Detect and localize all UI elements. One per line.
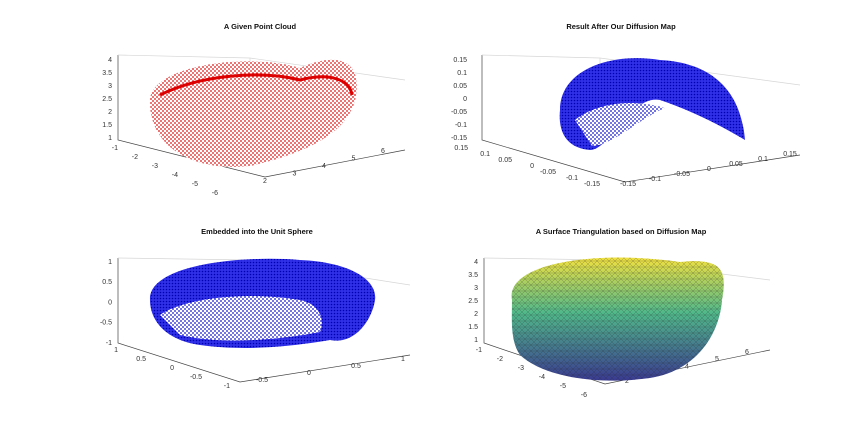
x-tick-label: -6 [212, 190, 218, 197]
x-tick-label: -0.5 [190, 374, 202, 381]
z-tick-label: 0.15 [453, 57, 467, 64]
z-tick-label: 2 [108, 109, 112, 116]
z-tick-label: 0 [463, 96, 467, 103]
y-tick-label: 3 [293, 170, 297, 177]
z-tick-label: -0.5 [100, 320, 112, 327]
x-tick-label: 0.1 [480, 151, 490, 158]
z-tick-label: 2 [474, 311, 478, 318]
x-tick-label: -0.1 [566, 175, 578, 182]
z-tick-label: 1 [474, 337, 478, 344]
x-tick-label: 0.5 [136, 356, 146, 363]
z-tick-label: 3.5 [102, 70, 112, 77]
y-tick-label: 6 [745, 349, 749, 356]
point-cloud-inner [575, 103, 665, 146]
y-tick-label: 1 [401, 356, 405, 363]
y-tick-label: 5 [352, 155, 356, 162]
panel-title: Embedded into the Unit Sphere [201, 227, 313, 236]
z-tick-label: 1 [108, 135, 112, 142]
z-tick-label: 1.5 [468, 324, 478, 331]
x-tick-label: -1 [112, 145, 118, 152]
x-tick-label: 1 [114, 347, 118, 354]
z-tick-label: -0.1 [455, 122, 467, 129]
z-tick-label: 0.1 [457, 70, 467, 77]
x-tick-label: -5 [192, 181, 198, 188]
y-tick-label: 5 [715, 356, 719, 363]
y-tick-label: -0.5 [256, 377, 268, 384]
z-tick-label: 4 [474, 259, 478, 266]
y-tick-label: 0 [307, 370, 311, 377]
x-tick-label: 0.15 [454, 145, 468, 152]
z-tick-label: 4 [108, 57, 112, 64]
panel-title: A Surface Triangulation based on Diffusi… [536, 227, 707, 236]
x-tick-label: -5 [560, 383, 566, 390]
x-tick-label: 0.05 [498, 157, 512, 164]
z-tick-label: 3 [108, 83, 112, 90]
y-tick-label: 2 [263, 178, 267, 185]
axis-line [117, 258, 411, 383]
y-tick-label: 0.5 [351, 363, 361, 370]
panel-title: A Given Point Cloud [224, 22, 297, 31]
z-tick-label: -0.05 [451, 109, 467, 116]
y-tick-label: -0.05 [674, 171, 690, 178]
z-tick-label: 0.05 [453, 83, 467, 90]
surface-mesh [511, 257, 724, 381]
y-tick-label: 0.05 [729, 161, 743, 168]
x-tick-label: -2 [132, 154, 138, 161]
x-tick-label: -4 [172, 172, 178, 179]
x-tick-label: -3 [152, 163, 158, 170]
z-tick-label: 1.5 [102, 122, 112, 129]
y-tick-label: -0.15 [620, 181, 636, 188]
x-tick-label: 0 [170, 365, 174, 372]
point-cloud [149, 59, 357, 167]
z-tick-label: 1 [108, 259, 112, 266]
z-tick-label: 2.5 [102, 96, 112, 103]
x-tick-label: -6 [581, 392, 587, 399]
z-tick-label: 0.5 [102, 279, 112, 286]
z-tick-label: 3 [474, 285, 478, 292]
point-cloud-inner [160, 295, 322, 341]
x-tick-label: -1 [224, 383, 230, 390]
z-tick-label: -1 [106, 340, 112, 347]
box-frame [481, 54, 801, 86]
panel-title: Result After Our Diffusion Map [566, 22, 676, 31]
x-tick-label: -2 [497, 356, 503, 363]
y-tick-label: 0.1 [758, 156, 768, 163]
x-tick-label: -3 [518, 365, 524, 372]
z-tick-label: 2.5 [468, 298, 478, 305]
y-tick-label: 0.15 [783, 151, 797, 158]
x-tick-label: 0 [530, 163, 534, 170]
y-tick-label: 4 [322, 163, 326, 170]
z-tick-label: 0 [108, 299, 112, 306]
axis-line [481, 55, 801, 183]
z-tick-label: -0.15 [451, 135, 467, 142]
x-tick-label: -1 [476, 347, 482, 354]
panel-shapes [149, 58, 745, 381]
x-tick-label: -0.05 [540, 169, 556, 176]
x-tick-label: -0.15 [584, 181, 600, 188]
y-tick-label: 6 [381, 148, 385, 155]
cloud-rim [159, 73, 354, 97]
x-tick-label: -4 [539, 374, 545, 381]
y-tick-label: -0.1 [649, 176, 661, 183]
z-tick-label: 3.5 [468, 272, 478, 279]
y-tick-label: 2 [625, 378, 629, 385]
